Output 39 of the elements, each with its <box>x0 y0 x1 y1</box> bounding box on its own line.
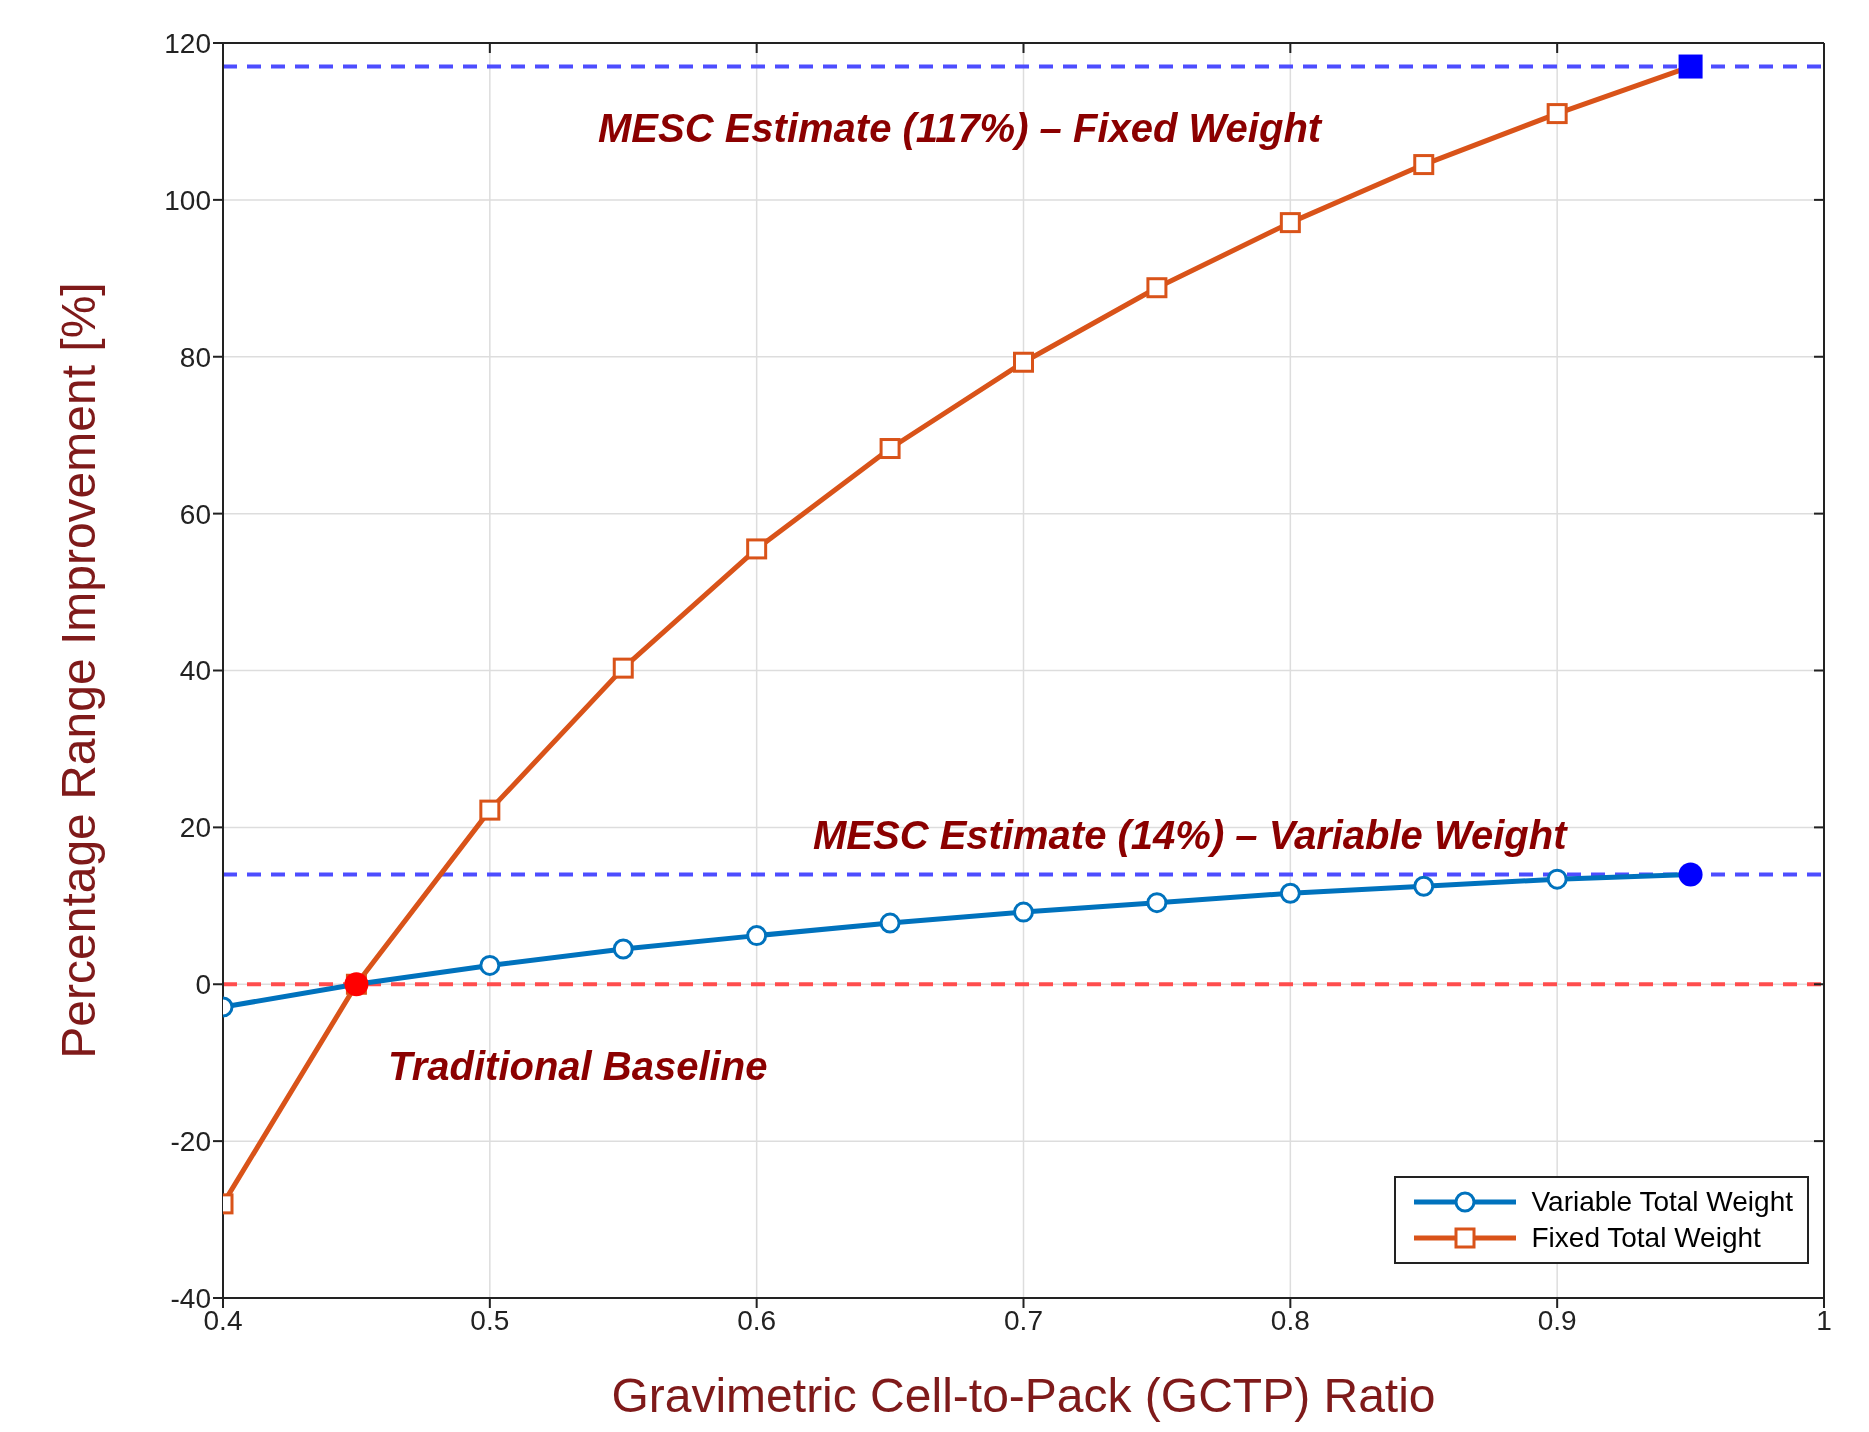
y-tick-label: -20 <box>170 1126 211 1158</box>
legend-label: Variable Total Weight <box>1531 1186 1793 1218</box>
annotation: Traditional Baseline <box>388 1044 768 1089</box>
y-tick-label: 20 <box>179 812 211 844</box>
point <box>879 438 901 460</box>
point <box>612 657 634 679</box>
point <box>1546 868 1568 890</box>
point <box>1546 103 1568 125</box>
x-tick-label: 1 <box>1816 1304 1832 1336</box>
point <box>746 538 768 560</box>
x-tick-label: 0.6 <box>737 1304 777 1336</box>
point <box>1279 882 1301 904</box>
y-tick-label: 40 <box>179 655 211 687</box>
annotation: MESC Estimate (117%) – Fixed Weight <box>598 106 1322 151</box>
x-tick-label: 0.9 <box>1537 1304 1577 1336</box>
legend-label: Fixed Total Weight <box>1531 1222 1761 1254</box>
point <box>479 799 501 821</box>
point <box>1013 351 1034 373</box>
point <box>1146 277 1168 299</box>
y-tick-label: 120 <box>164 27 211 59</box>
point <box>612 938 634 960</box>
y-tick-label: 0 <box>195 969 211 1001</box>
point <box>1146 892 1168 914</box>
point <box>1413 154 1435 176</box>
y-axis-title: Percentage Range Improvement [%] <box>52 282 106 1059</box>
x-tick-label: 0.8 <box>1270 1304 1310 1336</box>
point <box>479 954 501 976</box>
x-tick-label: 0.7 <box>1004 1304 1043 1336</box>
y-tick-label: 80 <box>179 341 211 373</box>
y-tick-label: 100 <box>164 184 211 216</box>
x-tick-label: 0.5 <box>470 1304 510 1336</box>
point <box>746 925 768 947</box>
x-axis-title: Gravimetric Cell-to-Pack (GCTP) Ratio <box>611 1369 1436 1422</box>
y-tick-label: 60 <box>179 498 211 530</box>
point <box>1013 901 1034 923</box>
annotation: MESC Estimate (14%) – Variable Weight <box>813 813 1567 858</box>
point <box>1413 875 1435 897</box>
point <box>1279 212 1301 234</box>
point <box>879 912 901 934</box>
